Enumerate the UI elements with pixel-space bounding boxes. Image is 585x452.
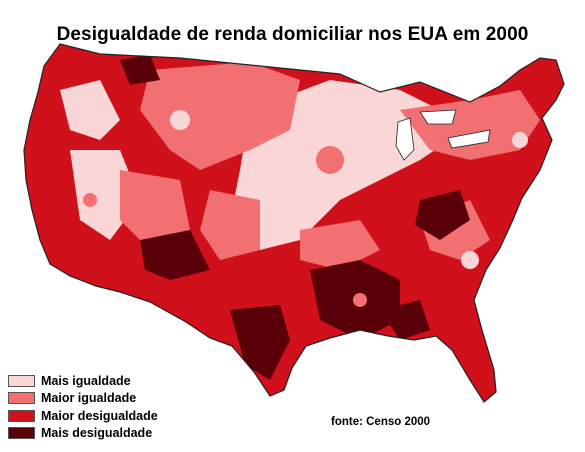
- legend-swatch: [8, 392, 35, 405]
- legend-swatch: [8, 409, 35, 422]
- legend-label: Mais desigualdade: [41, 426, 153, 441]
- legend-label: Mais igualdade: [41, 373, 131, 388]
- source-note: fonte: Censo 2000: [331, 416, 431, 428]
- map-legend: Mais igualdade Maior igualdade Maior des…: [8, 372, 158, 442]
- legend-label: Maior desigualdade: [41, 408, 158, 423]
- legend-label: Maior igualdade: [41, 391, 137, 406]
- legend-item-mais-desigualdade: Mais desigualdade: [8, 425, 158, 443]
- legend-item-maior-igualdade: Maior igualdade: [8, 390, 158, 408]
- legend-swatch: [8, 374, 35, 387]
- legend-swatch: [8, 427, 35, 440]
- legend-item-maior-desigualdade: Maior desigualdade: [8, 407, 158, 425]
- map-title: Desigualdade de renda domiciliar nos EUA…: [56, 24, 529, 45]
- legend-item-mais-igualdade: Mais igualdade: [8, 372, 158, 390]
